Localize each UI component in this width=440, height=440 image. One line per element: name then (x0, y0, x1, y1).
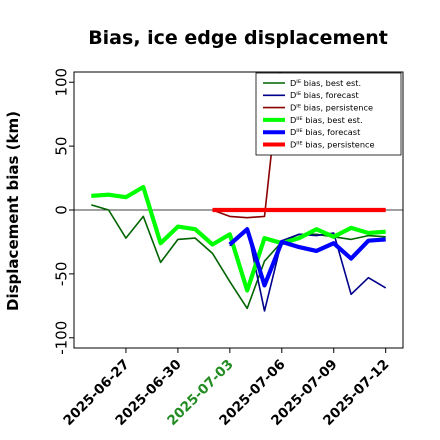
series-line-4 (91, 184, 386, 293)
y-tick-label: 50 (52, 137, 70, 156)
legend-label: Dᴵᴱ bias, persistence (290, 102, 373, 112)
chart-title: Bias, ice edge displacement (88, 27, 388, 49)
legend-label: Dᴵᴵᴱ bias, persistence (290, 139, 375, 149)
legend-label: Dᴵᴱ bias, best est. (290, 78, 361, 88)
series-line-3 (212, 72, 281, 219)
legend-box (255, 72, 402, 156)
y-axis-label: Displacement bias (km) (4, 111, 22, 311)
series-layer (91, 72, 387, 312)
y-tick-label: -50 (52, 262, 70, 287)
series-line-5 (228, 227, 386, 288)
y-tick-label: 100 (52, 68, 70, 97)
legend-label: Dᴵᴱ bias, forecast (290, 90, 360, 100)
y-tick-label: 0 (52, 205, 70, 215)
y-tick-label: -100 (52, 321, 70, 355)
legend-label: Dᴵᴵᴱ bias, forecast (290, 127, 361, 137)
legend: Dᴵᴱ bias, best est. Dᴵᴱ bias, forecast Dᴵᴱ… (255, 72, 402, 156)
legend-label: Dᴵᴵᴱ bias, best est. (290, 115, 363, 125)
